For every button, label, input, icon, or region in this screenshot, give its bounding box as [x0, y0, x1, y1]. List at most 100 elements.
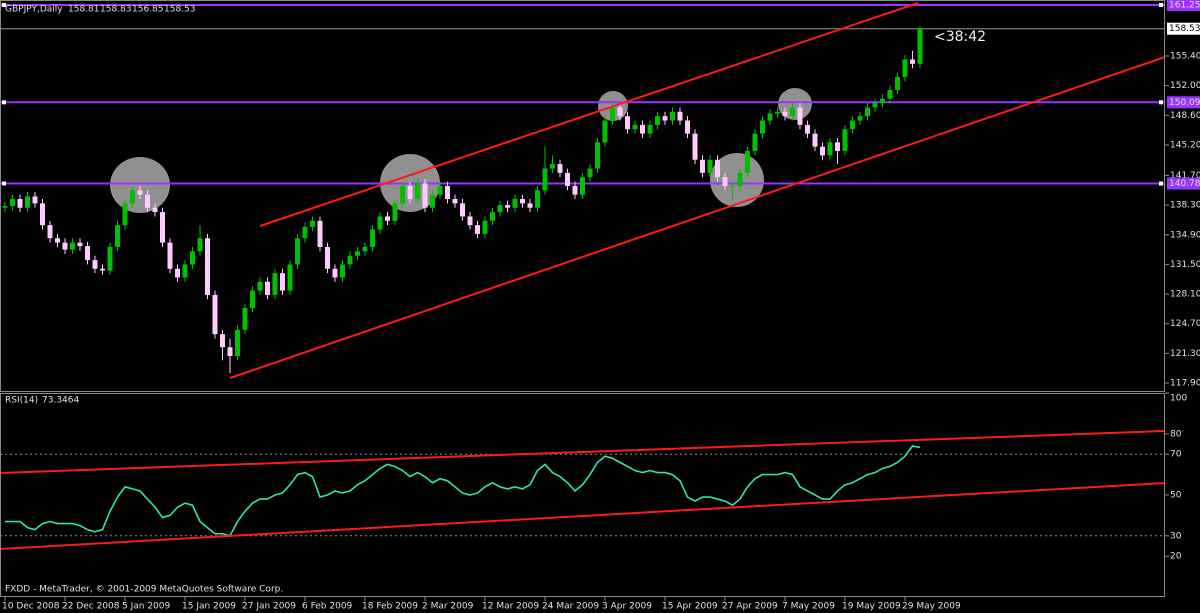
- candle-body: [895, 76, 900, 90]
- y-tick-label: 131.50: [1170, 260, 1200, 270]
- y-tick-label: 128.10: [1170, 290, 1200, 300]
- candle-body: [452, 199, 458, 204]
- candle-body: [332, 268, 338, 278]
- candle-body: [115, 225, 120, 247]
- candle-body: [475, 225, 480, 234]
- horizontal-line-handle: [2, 100, 6, 105]
- candle-body: [130, 190, 135, 204]
- candle-body: [47, 225, 53, 239]
- candle-body: [527, 203, 533, 208]
- candle-body: [782, 111, 788, 117]
- candle-body: [107, 246, 113, 271]
- candle-body: [10, 199, 15, 206]
- candle-body: [280, 273, 285, 291]
- candle-body: [377, 216, 383, 230]
- rsi-y-tick-label: 70: [1170, 450, 1182, 460]
- candle-body: [370, 229, 375, 247]
- candle-body: [662, 116, 668, 121]
- candle-body: [512, 199, 518, 208]
- candle-body: [197, 238, 203, 252]
- candle-body: [250, 290, 255, 309]
- header-close: 158.53: [164, 5, 196, 15]
- y-tick-label: 138.30: [1170, 201, 1200, 211]
- candle-body: [302, 226, 308, 239]
- candle-body: [167, 242, 173, 269]
- x-tick-label: 12 Mar 2009: [482, 602, 539, 612]
- candle-body: [70, 242, 75, 250]
- trend-lines: [0, 2, 1166, 550]
- horizontal-line-label: 150.09: [1169, 98, 1200, 108]
- x-tick-label: 24 Mar 2009: [542, 602, 599, 612]
- candle-body: [625, 116, 630, 130]
- y-tick-label: 155.40: [1170, 51, 1200, 61]
- candle-body: [340, 264, 345, 278]
- horizontal-line-label-box: [1167, 0, 1200, 11]
- x-tick-label: 27 Jan 2009: [242, 602, 296, 612]
- trend-line: [229, 56, 1166, 379]
- candle-body: [602, 120, 608, 143]
- x-tick-label: 10 Dec 2008: [2, 602, 60, 612]
- candle-body: [752, 133, 758, 152]
- rsi-y-tick-label: 100: [1170, 394, 1187, 404]
- candle-body: [857, 116, 863, 121]
- candle-body: [310, 220, 315, 227]
- candle-body: [2, 205, 8, 208]
- candle-body: [820, 146, 825, 156]
- rsi-line: [5, 445, 921, 537]
- candle-body: [272, 273, 278, 295]
- candle-body: [557, 164, 563, 173]
- candle-body: [827, 142, 833, 156]
- candle-body: [760, 120, 765, 134]
- candle-body: [385, 216, 390, 221]
- bid-label: 158.53: [1169, 24, 1200, 34]
- candle-body: [677, 111, 683, 121]
- x-tick-label: 27 Apr 2009: [722, 602, 778, 612]
- y-tick-label: 148.60: [1170, 111, 1200, 121]
- candle-body: [85, 246, 90, 261]
- candle-body: [190, 251, 195, 265]
- x-tick-label: 7 May 2009: [782, 602, 835, 612]
- y-tick-label: 117.90: [1170, 379, 1200, 389]
- candle-body: [145, 194, 150, 208]
- rsi-y-tick-label: 20: [1170, 552, 1182, 562]
- candle-body: [152, 207, 158, 213]
- candle-body: [422, 183, 428, 208]
- candle-body: [362, 246, 368, 252]
- candle-body: [490, 212, 495, 221]
- candle-body: [880, 98, 885, 104]
- rsi-y-tick-label: 80: [1170, 429, 1182, 439]
- candle-body: [32, 196, 38, 204]
- candle-body: [92, 260, 98, 269]
- candle-body: [287, 264, 293, 291]
- marks: [0, 3, 1165, 537]
- candle-body: [445, 185, 450, 200]
- candle-body: [400, 185, 405, 204]
- candle-body: [902, 59, 908, 77]
- trend-line: [0, 430, 1166, 474]
- candle-body: [865, 107, 870, 117]
- candle-body: [737, 172, 743, 186]
- bid-label-box: [1167, 22, 1200, 35]
- candle-body: [295, 238, 300, 265]
- candle-body: [430, 194, 435, 208]
- chart-title: GBPJPY,Daily: [5, 5, 63, 15]
- y-tick-label: 124.70: [1170, 319, 1200, 329]
- candle-body: [347, 255, 353, 265]
- candle-body: [910, 59, 915, 64]
- candle-body: [317, 220, 323, 247]
- x-tick-label: 6 Feb 2009: [302, 602, 353, 612]
- candle-body: [685, 120, 690, 134]
- candle-body: [872, 103, 878, 108]
- candle-body: [565, 172, 570, 186]
- y-tick-label: 145.20: [1170, 140, 1200, 150]
- candle-body: [505, 205, 510, 208]
- horizontal-line-handle: [2, 181, 6, 186]
- x-tick-label: 2 Mar 2009: [422, 602, 474, 612]
- candle-body: [797, 107, 803, 125]
- x-tick-label: 15 Apr 2009: [662, 602, 718, 612]
- footer: FXDD - MetaTrader, © 2001-2009 MetaQuote…: [5, 585, 283, 595]
- header-high: 158.83: [100, 5, 132, 15]
- candle-body: [730, 185, 735, 187]
